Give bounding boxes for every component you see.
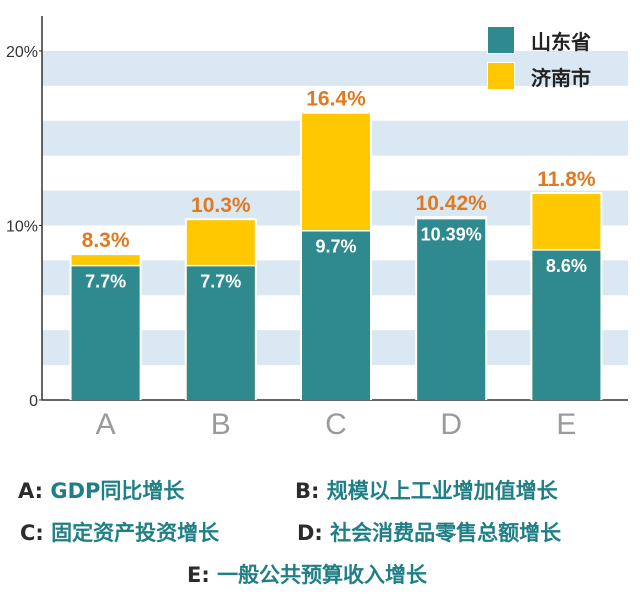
data-label-series-1-C: 9.7% bbox=[315, 237, 356, 257]
category-key-line-3: E: 一般公共预算收入增长 bbox=[187, 559, 427, 589]
legend-swatch-series-1 bbox=[487, 26, 515, 54]
category-key-line-1b: B: 规模以上工业增加值增长 bbox=[295, 475, 558, 505]
x-category-label-C: C bbox=[325, 408, 347, 441]
legend-label-series-2: 济南市 bbox=[531, 65, 591, 90]
key-a-text: GDP同比增长 bbox=[50, 479, 185, 503]
key-e-label: E: bbox=[187, 563, 210, 587]
data-label-series-2-C: 16.4% bbox=[306, 88, 366, 111]
key-d-label: D: bbox=[297, 521, 323, 545]
legend-label-series-1: 山东省 bbox=[531, 29, 591, 54]
bar-series-1-B bbox=[186, 265, 255, 400]
bar-series-1-E bbox=[532, 249, 601, 400]
data-label-series-1-A: 7.7% bbox=[85, 272, 126, 292]
x-category-label-E: E bbox=[556, 408, 576, 441]
category-key-line-2b: D: 社会消费品零售总额增长 bbox=[297, 517, 561, 547]
x-category-label-D: D bbox=[440, 408, 462, 441]
key-d-text: 社会消费品零售总额增长 bbox=[330, 521, 562, 545]
x-category-label-B: B bbox=[211, 408, 231, 441]
key-a-label: A: bbox=[18, 479, 44, 503]
y-tick-label-2: 10% bbox=[6, 218, 38, 235]
data-label-series-1-D: 10.39% bbox=[421, 225, 482, 245]
y-tick-label-3: 20% bbox=[6, 44, 38, 61]
data-label-series-1-E: 8.6% bbox=[546, 256, 587, 276]
data-label-series-2-D: 10.42% bbox=[416, 192, 488, 215]
bar-series-1-D bbox=[417, 218, 486, 400]
key-c-label: C: bbox=[20, 521, 44, 545]
category-key: A: GDP同比增长 B: 规模以上工业增加值增长 C: 固定资产投资增长 D:… bbox=[0, 451, 640, 601]
category-key-line-2: C: 固定资产投资增长 bbox=[20, 517, 219, 547]
legend-swatch-series-2 bbox=[487, 62, 515, 90]
bar-chart: 0 10% 20% 7.7% 8.3% A 7.7% 10.3% B 9.7% 16.4% C 10.3… bbox=[6, 16, 628, 441]
key-e-text: 一般公共预算收入增长 bbox=[217, 563, 428, 587]
data-label-series-1-B: 7.7% bbox=[200, 272, 241, 292]
category-key-line-1: A: GDP同比增长 bbox=[18, 475, 184, 505]
legend-item-series-1: 山东省 bbox=[487, 26, 591, 54]
y-tick-label-1: 0 bbox=[29, 393, 38, 410]
legend: 山东省 济南市 bbox=[487, 22, 617, 96]
x-category-label-A: A bbox=[96, 408, 116, 441]
data-label-series-2-B: 10.3% bbox=[191, 194, 251, 217]
key-c-text: 固定资产投资增长 bbox=[51, 521, 220, 545]
bar-series-1-C bbox=[302, 230, 370, 400]
data-label-series-2-E: 11.8% bbox=[537, 168, 596, 191]
grid-band bbox=[42, 50, 628, 86]
data-label-series-2-A: 8.3% bbox=[82, 229, 130, 252]
key-b-label: B: bbox=[295, 479, 320, 503]
bar-series-1-A bbox=[71, 265, 140, 400]
legend-item-series-2: 济南市 bbox=[487, 62, 591, 90]
key-b-text: 规模以上工业增加值增长 bbox=[326, 479, 558, 503]
